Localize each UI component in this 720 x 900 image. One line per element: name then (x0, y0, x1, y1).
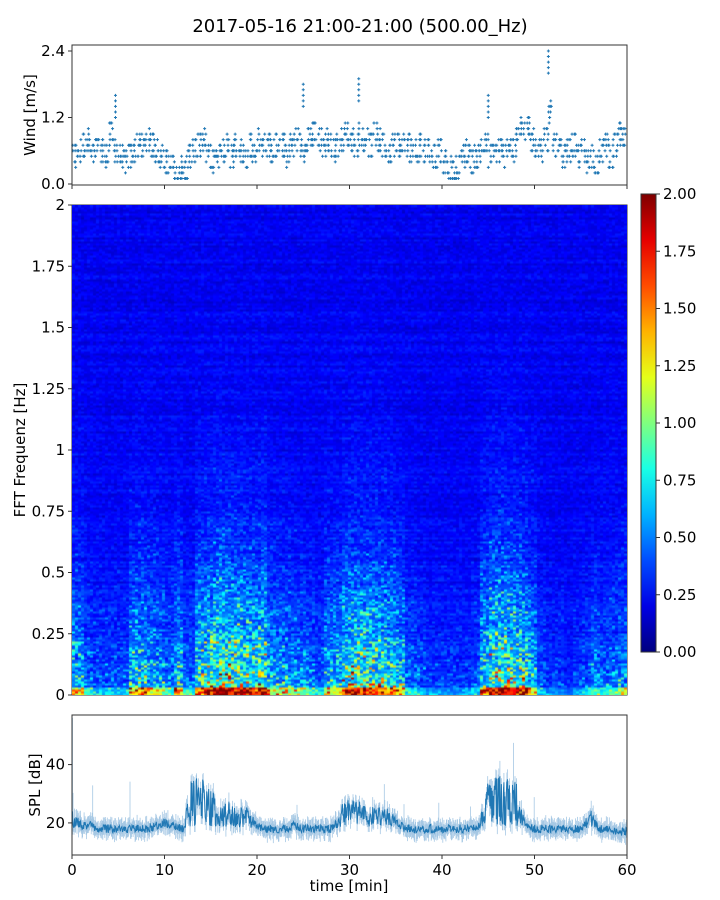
colorbar: 0.00 0.25 0.50 0.75 1.00 1.25 1.50 1.75 2.00 (640, 185, 696, 661)
colorbar-tick-label: 1.75 (663, 242, 696, 260)
x-axis-label: time [min] (310, 877, 389, 895)
spectrogram-ytick-label: 2 (55, 196, 65, 214)
wind-frame (71, 44, 628, 186)
colorbar-bar (640, 193, 657, 653)
colorbar-tick-label: 0.75 (663, 471, 696, 489)
spectrogram-ytick-label: 0 (55, 686, 65, 704)
spectrogram-ytick-label: 0.75 (32, 502, 65, 520)
wind-ytick-label: 1.2 (41, 109, 65, 127)
chart-title: 2017-05-16 21:00-21:00 (500.00_Hz) (192, 16, 527, 37)
spl-ylabel: SPL [dB] (26, 753, 44, 816)
x-tick-label: 10 (155, 861, 174, 879)
x-tick-label: 60 (617, 861, 636, 879)
spectrogram-heatmap (72, 205, 627, 695)
x-tick-label: 20 (247, 861, 266, 879)
x-tick-label: 40 (432, 861, 451, 879)
spectrogram-ytick-label: 0.5 (41, 564, 65, 582)
spectrogram-ytick-label: 0.25 (32, 625, 65, 643)
colorbar-tick-label: 1.50 (663, 300, 696, 318)
colorbar-tick-label: 2.00 (663, 185, 696, 203)
colorbar-tick-label: 0.00 (663, 643, 696, 661)
wind-ytick-label: 0.0 (41, 175, 65, 193)
wind-panel: 0.0 1.2 2.4 (41, 42, 628, 193)
spectrogram-ytick-label: 1.5 (41, 319, 65, 337)
colorbar-tick-label: 0.50 (663, 529, 696, 547)
spl-line (71, 776, 628, 836)
colorbar-tick-label: 1.00 (663, 414, 696, 432)
wind-markers (71, 49, 627, 180)
x-tick-label: 0 (67, 861, 77, 879)
wind-ylabel: Wind [m/s] (21, 74, 39, 156)
spectrogram-ytick-label: 1.25 (32, 380, 65, 398)
colorbar-tick-label: 0.25 (663, 586, 696, 604)
spectrogram-ytick-label: 1.75 (32, 257, 65, 275)
colorbar-tick-label: 1.25 (663, 357, 696, 375)
spectrogram-ylabel: FFT Frequenz [Hz] (11, 383, 29, 518)
wind-ytick-label: 2.4 (41, 42, 65, 60)
x-tick-label: 50 (525, 861, 544, 879)
x-tick-label: 30 (340, 861, 359, 879)
spl-panel: 20 40 0 10 20 30 40 50 60 (46, 714, 637, 879)
spectrogram-ytick-label: 1 (55, 441, 65, 459)
spl-ytick-label: 20 (46, 814, 65, 832)
spl-ytick-label: 40 (46, 756, 65, 774)
